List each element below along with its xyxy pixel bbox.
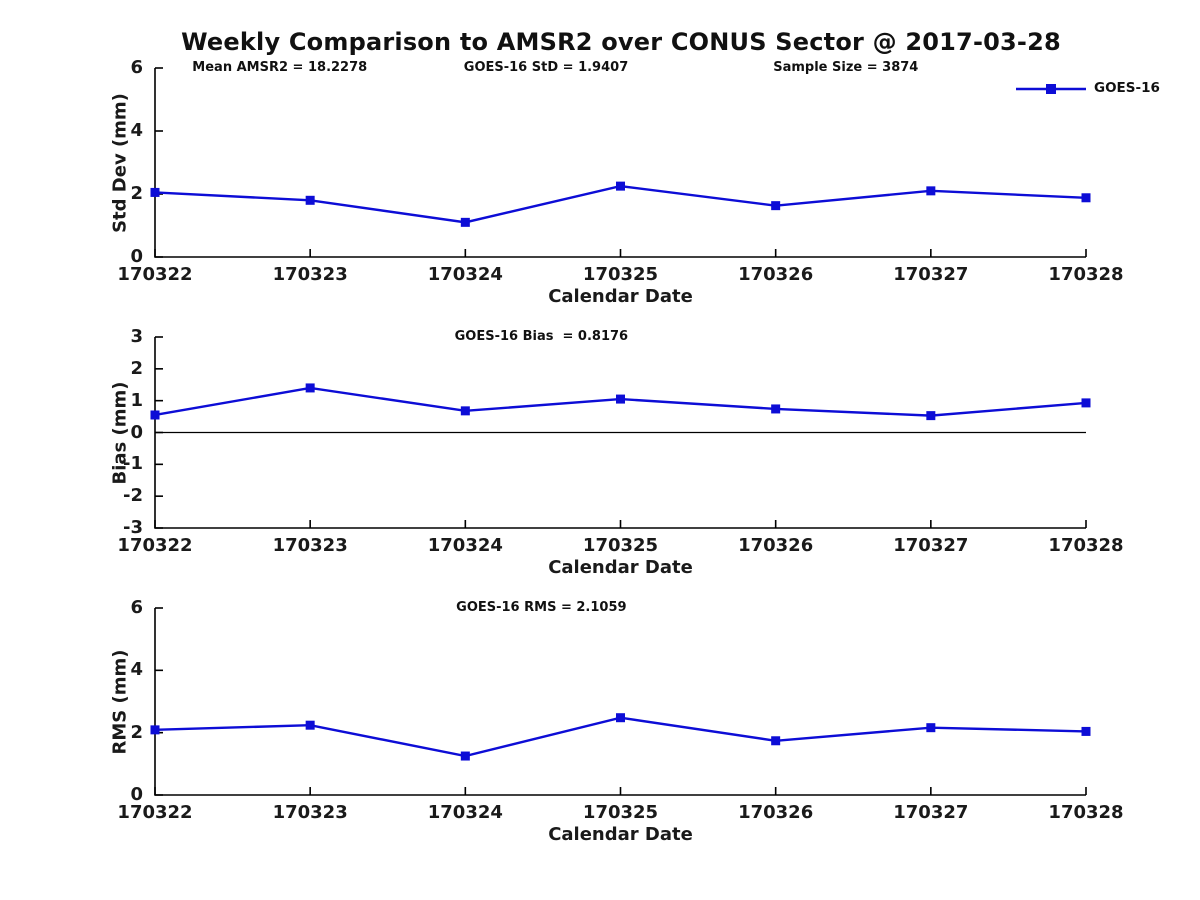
data-point-marker xyxy=(926,186,936,196)
x-tick-label: 170328 xyxy=(1048,264,1124,285)
x-tick-label: 170326 xyxy=(738,264,814,285)
x-tick-label: 170327 xyxy=(893,802,969,823)
x-tick-label: 170323 xyxy=(272,264,348,285)
x-tick-label: 170325 xyxy=(582,802,659,823)
data-point-marker xyxy=(305,720,315,730)
data-point-marker xyxy=(460,406,470,416)
y-tick-label: 6 xyxy=(130,57,143,78)
x-tick-label: 170325 xyxy=(582,264,659,285)
y-tick-label: 1 xyxy=(130,389,143,411)
y-axis-label: Bias (mm) xyxy=(109,381,131,484)
x-axis-label: Calendar Date xyxy=(548,557,693,578)
data-point-marker xyxy=(771,736,781,746)
axes xyxy=(154,608,1086,796)
data-point-marker xyxy=(616,394,625,404)
x-tick-label: 170324 xyxy=(427,264,503,285)
data-point-marker xyxy=(926,723,936,733)
series-line xyxy=(154,184,1087,224)
figure-title: Weekly Comparison to AMSR2 over CONUS Se… xyxy=(181,28,1061,56)
x-tick-label: 170326 xyxy=(738,535,814,556)
x-axis-label: Calendar Date xyxy=(548,824,693,845)
data-point-marker xyxy=(150,725,160,735)
y-tick-label: 0 xyxy=(130,784,143,805)
annotation: GOES-16 Bias = 0.8176 xyxy=(454,329,629,344)
data-point-marker xyxy=(1081,398,1091,408)
y-tick-label: 2 xyxy=(130,183,143,204)
data-point-marker xyxy=(616,713,625,723)
y-tick-label: 3 xyxy=(130,326,143,347)
y-tick-label: 4 xyxy=(130,659,143,681)
y-tick-label: 0 xyxy=(130,421,143,443)
data-point-marker xyxy=(926,411,936,421)
axes xyxy=(154,68,1086,258)
legend-point-marker xyxy=(1046,84,1056,94)
x-tick-label: 170324 xyxy=(427,535,503,556)
x-tick-label: 170328 xyxy=(1048,535,1124,556)
y-tick-label: 6 xyxy=(130,597,143,618)
x-tick-label: 170327 xyxy=(893,264,969,285)
legend-label: GOES-16 xyxy=(1094,80,1160,96)
series-line xyxy=(154,716,1087,758)
y-tick-label: -1 xyxy=(123,453,143,475)
x-tick-label: 170322 xyxy=(117,264,193,285)
annotation: GOES-16 RMS = 2.1059 xyxy=(456,600,627,615)
data-point-marker xyxy=(305,195,315,205)
y-tick-label: -2 xyxy=(123,485,143,507)
x-tick-label: 170324 xyxy=(427,802,503,823)
x-tick-label: 170328 xyxy=(1048,802,1124,823)
annotation: Mean AMSR2 = 18.2278 xyxy=(192,60,368,75)
data-point-marker xyxy=(771,201,781,211)
data-point-marker xyxy=(460,217,470,227)
annotation: GOES-16 StD = 1.9407 xyxy=(463,60,629,75)
y-axis-label: RMS (mm) xyxy=(109,649,131,754)
y-tick-label: 4 xyxy=(130,120,143,141)
data-point-marker xyxy=(771,404,781,414)
y-tick-label: -3 xyxy=(123,517,143,538)
data-point-marker xyxy=(460,751,470,761)
y-tick-label: 0 xyxy=(130,246,143,267)
data-point-marker xyxy=(150,410,160,420)
x-tick-label: 170322 xyxy=(117,802,193,823)
data-point-marker xyxy=(616,181,625,191)
x-tick-label: 170323 xyxy=(272,802,348,823)
subplot-rms xyxy=(150,607,1091,796)
x-tick-label: 170325 xyxy=(582,535,659,556)
x-axis-label: Calendar Date xyxy=(548,286,693,307)
y-tick-label: 2 xyxy=(130,357,143,379)
data-point-marker xyxy=(150,187,160,197)
x-tick-label: 170326 xyxy=(738,802,814,823)
subplot-stddev xyxy=(150,67,1091,258)
legend-marker xyxy=(1016,84,1086,94)
x-tick-label: 170323 xyxy=(272,535,348,556)
annotation: Sample Size = 3874 xyxy=(773,60,919,75)
data-point-marker xyxy=(1081,193,1091,203)
data-point-marker xyxy=(1081,726,1091,736)
x-tick-label: 170322 xyxy=(117,535,193,556)
x-tick-label: 170327 xyxy=(893,535,969,556)
y-tick-label: 2 xyxy=(130,721,143,743)
subplot-bias xyxy=(150,336,1091,529)
y-axis-label: Std Dev (mm) xyxy=(109,92,131,233)
data-point-marker xyxy=(305,383,315,393)
